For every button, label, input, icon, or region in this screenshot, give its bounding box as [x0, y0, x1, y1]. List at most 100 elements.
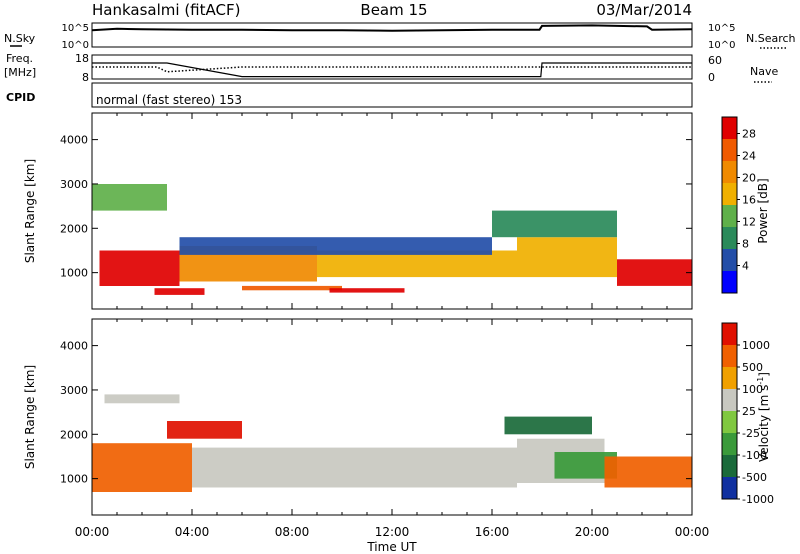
noise-right-label: N.Search — [746, 32, 796, 45]
colorbar-tick-label: 8 — [742, 238, 749, 251]
colorbar-segment — [722, 117, 737, 140]
time-tick-label: 00:00 — [675, 525, 710, 539]
colorbar-tick-label: 24 — [742, 150, 756, 163]
heatmap-cell — [154, 288, 205, 295]
colorbar-segment — [722, 477, 737, 500]
colorbar-segment — [722, 455, 737, 478]
power-x-ticks — [91, 113, 693, 309]
power-panel: 4000 3000 2000 1000 Slant Range [km] 28 24 20… — [23, 112, 770, 310]
cpid-panel-frame — [91, 82, 693, 108]
heatmap-cell — [99, 250, 180, 286]
colorbar-tick-label: -500 — [742, 471, 767, 484]
colorbar-tick-label: 100 — [742, 383, 763, 396]
nave-line — [92, 62, 692, 78]
velocity-colorbar-label: Velocity [m s-1] — [756, 372, 771, 462]
colorbar-tick-label: -100 — [742, 449, 767, 462]
noise-panel: N.Sky 10^5 10^0 N.Search 10^5 10^0 — [4, 22, 796, 51]
colorbar-segment — [722, 367, 737, 390]
colorbar-segment — [722, 345, 737, 368]
freq-left-tick-bottom: 8 — [82, 71, 89, 84]
heatmap-cell — [517, 237, 617, 278]
noise-line — [91, 24, 693, 32]
colorbar-tick-label: 20 — [742, 172, 756, 185]
colorbar-tick-label: 16 — [742, 194, 756, 207]
heatmap-cell — [617, 259, 692, 286]
colorbar-segment — [722, 183, 737, 206]
y-tick-label: 2000 — [60, 428, 88, 441]
nave-right-label: Nave — [750, 65, 778, 78]
freq-left-label-1: Freq. — [6, 52, 33, 65]
time-axis-labels: 00:00 04:00 08:00 12:00 16:00 20:00 00:00 — [75, 525, 710, 539]
freq-left-tick-top: 18 — [75, 52, 89, 65]
velocity-colorbar-label-main: Velocity [m s — [757, 385, 771, 462]
colorbar-tick-label: 4 — [742, 260, 749, 273]
velocity-colorbar-label-end: ] — [757, 372, 771, 377]
time-tick-label: 16:00 — [475, 525, 510, 539]
heatmap-cell — [492, 210, 617, 238]
colorbar-tick-label: 12 — [742, 216, 756, 229]
time-axis-title: Time UT — [366, 540, 417, 554]
freq-panel: Freq. [MHz] 18 8 Nave 60 0 — [4, 52, 778, 84]
colorbar-tick-label: -25 — [742, 427, 760, 440]
colorbar-segment — [722, 433, 737, 456]
colorbar-segment — [722, 205, 737, 228]
heatmap-cell — [192, 447, 517, 488]
nave-right-tick-bottom: 0 — [708, 71, 715, 84]
beam-title: Beam 15 — [360, 1, 427, 19]
heatmap-cell — [167, 421, 242, 439]
y-tick-label: 1000 — [60, 267, 88, 280]
heatmap-cell — [179, 237, 492, 255]
date-title: 03/Mar/2014 — [596, 1, 692, 19]
heatmap-cell — [92, 184, 167, 211]
colorbar-segment — [722, 249, 737, 272]
colorbar-segment — [722, 271, 737, 294]
power-ylabel: Slant Range [km] — [23, 159, 37, 263]
y-tick-label: 4000 — [60, 134, 88, 147]
freq-line — [92, 66, 692, 73]
noise-right-tick-top: 10^5 — [708, 23, 735, 34]
noise-panel-frame — [91, 22, 693, 48]
colorbar-segment — [722, 411, 737, 434]
cpid-label: CPID — [6, 91, 35, 104]
colorbar-tick-label: 25 — [742, 405, 756, 418]
nave-right-tick-top: 60 — [708, 54, 722, 67]
colorbar-tick-label: 500 — [742, 361, 763, 374]
velocity-colorbar: 1000 500 100 25 -25 -100 -500 -1000 — [721, 322, 774, 506]
y-tick-label: 3000 — [60, 384, 88, 397]
freq-left-label-2: [MHz] — [4, 66, 36, 79]
colorbar-tick-label: 1000 — [742, 339, 770, 352]
power-y-axis: 4000 3000 2000 1000 — [60, 134, 692, 280]
y-tick-label: 1000 — [60, 473, 88, 486]
heatmap-cell — [604, 456, 692, 488]
heatmap-cell — [504, 416, 592, 435]
time-tick-label: 04:00 — [175, 525, 210, 539]
heatmap-cell — [317, 250, 517, 278]
time-tick-label: 08:00 — [275, 525, 310, 539]
cpid-text: normal (fast stereo) 153 — [96, 93, 242, 107]
time-tick-label: 20:00 — [575, 525, 610, 539]
y-tick-label: 3000 — [60, 178, 88, 191]
velocity-heatmap — [92, 394, 692, 492]
heatmap-cell — [329, 288, 405, 293]
heatmap-cell — [104, 394, 180, 404]
velocity-ylabel: Slant Range [km] — [23, 365, 37, 469]
colorbar-segment — [722, 227, 737, 250]
velocity-y-axis: 4000 3000 2000 1000 — [60, 340, 692, 486]
time-tick-label: 12:00 — [375, 525, 410, 539]
y-tick-label: 2000 — [60, 222, 88, 235]
colorbar-segment — [722, 139, 737, 162]
heatmap-cell — [92, 443, 192, 492]
cpid-panel: CPID normal (fast stereo) 153 — [6, 82, 693, 108]
y-tick-label: 4000 — [60, 340, 88, 353]
colorbar-segment — [722, 161, 737, 184]
noise-left-tick-top: 10^5 — [62, 23, 89, 34]
colorbar-frame — [721, 116, 738, 294]
velocity-x-ticks — [91, 319, 693, 515]
power-heatmap — [92, 184, 692, 295]
colorbar-tick-label: -1000 — [742, 493, 774, 506]
colorbar-tick-label: 28 — [742, 128, 756, 141]
power-colorbar: 28 24 20 16 12 8 4 — [721, 116, 756, 294]
noise-left-label: N.Sky — [4, 32, 36, 45]
noise-left-tick-bottom: 10^0 — [62, 40, 89, 51]
